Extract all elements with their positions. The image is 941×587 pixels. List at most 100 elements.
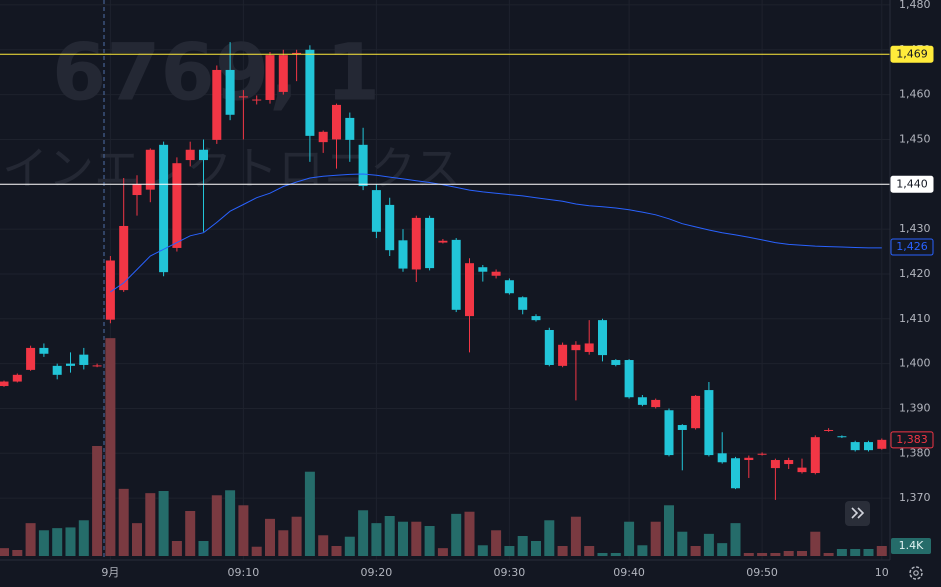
volume-bar — [52, 528, 63, 556]
volume-bar — [344, 536, 355, 556]
volume-bar — [38, 530, 49, 556]
price-axis — [890, 0, 941, 587]
y-tick-label: 1,480 — [899, 0, 931, 11]
volume-bar — [690, 546, 701, 556]
candle-body — [451, 239, 461, 310]
volume-bar — [384, 516, 395, 556]
candle-body — [544, 329, 554, 365]
volume-bar — [730, 523, 741, 556]
volume-bar — [570, 516, 581, 556]
volume-bar — [92, 446, 103, 556]
volume-bar — [304, 471, 315, 556]
gear-icon[interactable] — [909, 566, 923, 580]
candle-body — [810, 437, 820, 474]
candle-body — [491, 271, 501, 276]
price-label-box — [890, 431, 934, 449]
candle-body — [305, 49, 315, 136]
candle-body — [398, 240, 408, 269]
candle-body — [132, 184, 142, 196]
candle-body — [411, 217, 421, 270]
x-tick-label: 09:30 — [494, 566, 526, 579]
volume-bar — [823, 553, 834, 556]
volume-bar — [531, 541, 541, 556]
volume-bar — [371, 523, 382, 556]
y-tick-label: 1,390 — [899, 401, 931, 414]
candle-body — [199, 149, 208, 161]
candle-body — [12, 374, 22, 382]
candle-body — [584, 343, 594, 352]
volume-bar — [12, 550, 23, 556]
volume-bar — [278, 530, 289, 556]
lines — [0, 53, 890, 293]
moving-average — [110, 173, 882, 293]
gear-center[interactable] — [913, 570, 919, 576]
candle-body — [438, 240, 448, 243]
volume-bar — [132, 523, 142, 556]
price-label: 1,440 — [896, 177, 928, 190]
volume-bar — [291, 516, 302, 556]
axes: 1,370 1,380 1,390 1,400 1,410 1,420 1,430 1,440… — [101, 0, 934, 579]
candle-body — [225, 69, 235, 115]
candle-body — [731, 458, 740, 489]
volume-bar — [158, 491, 169, 556]
volume-bar — [0, 548, 9, 556]
candle-body — [278, 55, 288, 92]
candles — [0, 42, 887, 500]
candle-body — [265, 55, 275, 100]
volume-bar — [464, 511, 475, 556]
candle-body — [385, 204, 395, 251]
y-tick-label: 1,420 — [899, 267, 931, 280]
candle-body — [332, 104, 341, 140]
volume-bar — [185, 511, 196, 556]
candle-body — [664, 410, 674, 456]
candle-body — [757, 453, 767, 455]
x-tick-label: 10 — [875, 566, 889, 579]
candle-body — [637, 397, 647, 405]
volume-bar — [265, 518, 275, 556]
volume-bar — [65, 527, 76, 556]
volume-bar — [664, 505, 674, 556]
volume-bar — [703, 533, 714, 556]
candle-body — [558, 344, 568, 366]
candle-body — [531, 316, 541, 321]
candle-body — [52, 365, 62, 375]
volume-bar — [876, 546, 887, 556]
candle-body — [26, 347, 36, 370]
y-tick-label: 1,460 — [899, 88, 931, 101]
volume-bar — [544, 520, 555, 556]
candle-body — [212, 69, 222, 140]
scroll-icon[interactable] — [851, 507, 865, 519]
candle-body — [824, 429, 834, 431]
volume — [0, 338, 887, 556]
volume-bar — [743, 553, 754, 556]
settings-button[interactable] — [909, 566, 923, 580]
candle-body — [159, 144, 169, 273]
volume-bar — [358, 510, 369, 556]
volume-bar — [424, 526, 435, 556]
scroll-button[interactable] — [845, 501, 870, 526]
volume-bar — [198, 541, 209, 556]
candle-body — [145, 149, 155, 190]
volume-bar — [610, 553, 621, 556]
volume-bar — [145, 493, 156, 556]
candle-body — [318, 131, 328, 143]
price-label-box — [890, 238, 934, 256]
volume-bar — [850, 549, 861, 556]
candle-body — [425, 217, 435, 269]
candle-body — [66, 363, 75, 366]
candle-body — [371, 190, 381, 232]
price-label-box — [890, 175, 934, 193]
candle-body — [292, 52, 302, 55]
volume-bar — [251, 546, 262, 556]
candle-body — [0, 381, 9, 387]
volume-bar — [557, 546, 568, 556]
price-label: 1,383 — [896, 433, 928, 446]
candle-body — [172, 163, 182, 248]
candle-body — [691, 395, 701, 429]
volume-bar — [411, 521, 422, 556]
candle-body — [238, 96, 248, 98]
candle-body — [358, 144, 368, 187]
volume-label-box — [891, 538, 931, 554]
candle-body — [478, 267, 488, 272]
